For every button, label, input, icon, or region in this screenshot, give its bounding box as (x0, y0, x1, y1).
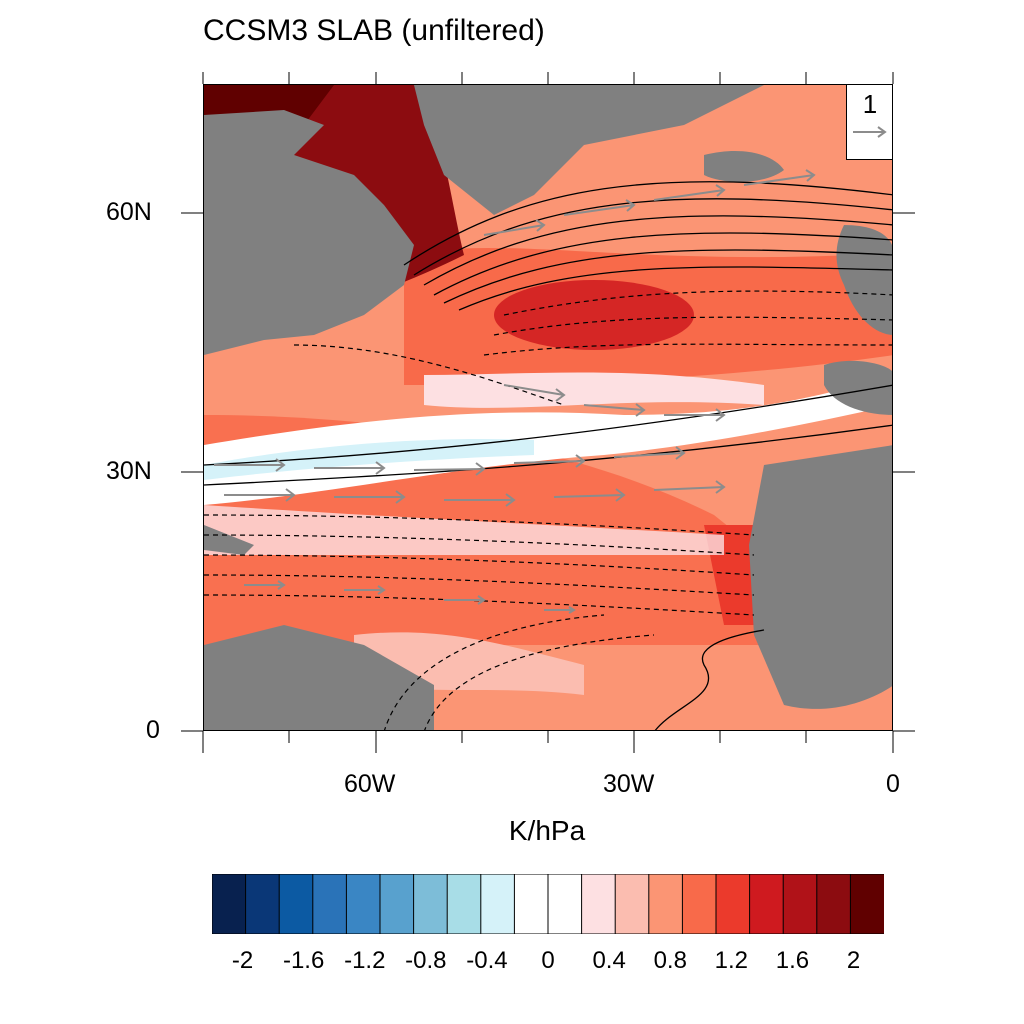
y-tick-label-60n: 60N (106, 198, 152, 226)
units-label: K/hPa (508, 815, 586, 846)
colorbar-swatch (379, 874, 415, 934)
colorbar-swatch (681, 874, 717, 934)
colorbar-swatch (849, 874, 884, 934)
colorbar-label: 1.6 (775, 947, 810, 974)
colorbar-swatch (480, 874, 516, 934)
colorbar-swatch (513, 874, 549, 934)
colorbar-label: 2 (846, 947, 861, 974)
greenland-land (414, 85, 764, 215)
colorbar-swatch (212, 874, 247, 934)
colorbar-label: -0.8 (405, 947, 447, 974)
x-tick-label-0: 0 (886, 770, 900, 798)
iceland-land (704, 150, 784, 182)
reference-arrow-icon (853, 126, 887, 138)
colorbar-label: 1.2 (714, 947, 749, 974)
y-tick-label-0: 0 (146, 716, 160, 744)
colorbar-label: -0.4 (466, 947, 508, 974)
colorbar-swatch (715, 874, 751, 934)
south-america-land (204, 625, 434, 730)
colorbar-swatch (278, 874, 314, 934)
colorbar-swatch (581, 874, 617, 934)
cool-band (204, 439, 534, 480)
contours-positive (204, 181, 892, 730)
warm-core-midlat (494, 280, 694, 350)
x-tick-label-60w: 60W (344, 770, 396, 798)
light-warm-band (424, 372, 764, 408)
wind-vectors (214, 169, 816, 614)
contours-negative (204, 290, 892, 730)
colorbar-label: -1.6 (282, 947, 325, 974)
reference-vector-legend: 1 (846, 85, 892, 160)
reference-vector-label: 1 (862, 89, 878, 119)
colorbar-swatch (446, 874, 482, 934)
light-warm-band-2 (204, 505, 724, 555)
colorbar-swatch (782, 874, 818, 934)
caribbean-land (204, 525, 254, 555)
neutral-band (204, 375, 892, 505)
colorbar-swatch (816, 874, 852, 934)
colorbar-label: -1.2 (344, 947, 386, 974)
colorbar-label: 0.4 (592, 947, 626, 974)
north-america-land (204, 110, 414, 355)
land (204, 85, 892, 730)
colorbar-label: 0.8 (653, 947, 687, 974)
y-tick-label-30n: 30N (106, 457, 152, 485)
colorbar-label: -2 (231, 947, 254, 974)
colorbar-swatch (614, 874, 650, 934)
colorbar-swatch (312, 874, 348, 934)
colorbar-label: 0 (541, 947, 555, 974)
colorbar-swatch (345, 874, 381, 934)
iberia-land (824, 360, 892, 415)
map-canvas (204, 85, 892, 730)
colorbar-swatch (749, 874, 785, 934)
map-panel (203, 84, 893, 731)
colorbar-swatch (413, 874, 449, 934)
colorbar-swatch (648, 874, 684, 934)
map-title: CCSM3 SLAB (unfiltered) (203, 14, 545, 47)
colorbar-swatch (547, 874, 583, 934)
x-tick-label-30w: 30W (603, 770, 655, 798)
colorbar-swatch (245, 874, 281, 934)
africa-land (749, 445, 892, 709)
colorbar (212, 874, 884, 934)
